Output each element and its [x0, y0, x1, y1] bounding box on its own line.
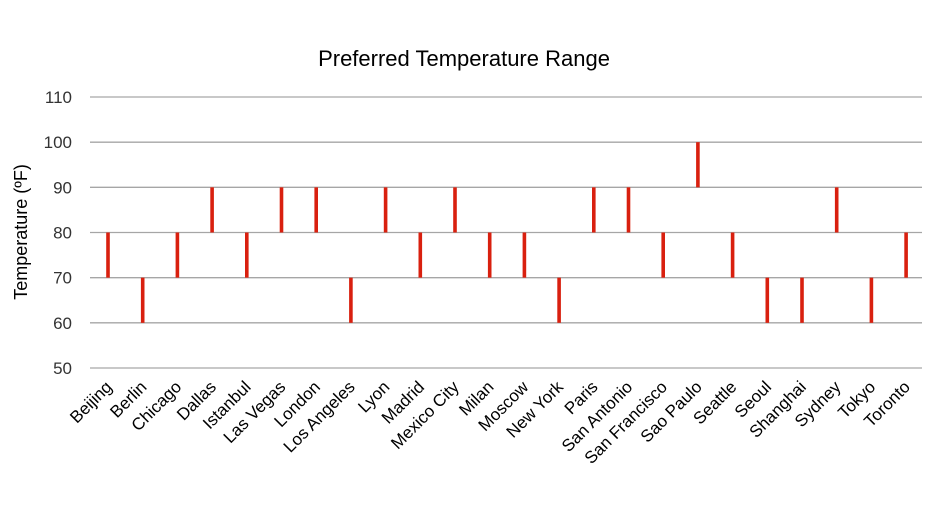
y-tick-labels: 50 60 70 80 90 100 110 [44, 88, 72, 378]
range-bar [418, 232, 423, 278]
range-bar [175, 232, 180, 278]
range-bar [314, 187, 318, 233]
y-tick-label: 90 [53, 178, 72, 197]
range-bar [349, 277, 353, 323]
range-bar [765, 277, 770, 323]
range-bar [834, 187, 839, 233]
range-bars [106, 142, 908, 323]
range-bar [453, 187, 457, 233]
range-bar [279, 187, 284, 233]
range-bar [557, 277, 561, 323]
range-bar [140, 277, 145, 323]
range-bar [487, 232, 492, 278]
y-tick-label: 110 [45, 88, 72, 107]
range-bar [800, 277, 804, 323]
y-axis-label: Temperature (ºF) [11, 164, 31, 300]
range-bar [904, 232, 908, 278]
chart-title: Preferred Temperature Range [318, 46, 610, 71]
range-bar [869, 277, 874, 323]
range-bar [383, 187, 388, 233]
gridlines [90, 96, 922, 369]
range-bar [661, 232, 665, 278]
y-tick-label: 100 [44, 133, 72, 152]
y-tick-label: 80 [53, 224, 72, 243]
range-bar [106, 232, 110, 278]
range-bar [210, 187, 214, 233]
range-bar [522, 232, 527, 278]
y-tick-label: 50 [53, 359, 72, 378]
x-tick-label: Beijing [66, 377, 116, 427]
range-bar [245, 232, 249, 278]
range-bar [696, 142, 700, 188]
range-bar [592, 187, 596, 233]
y-tick-label: 60 [53, 314, 72, 333]
range-bar [626, 187, 631, 233]
range-bar [730, 232, 735, 278]
y-tick-label: 70 [53, 269, 72, 288]
